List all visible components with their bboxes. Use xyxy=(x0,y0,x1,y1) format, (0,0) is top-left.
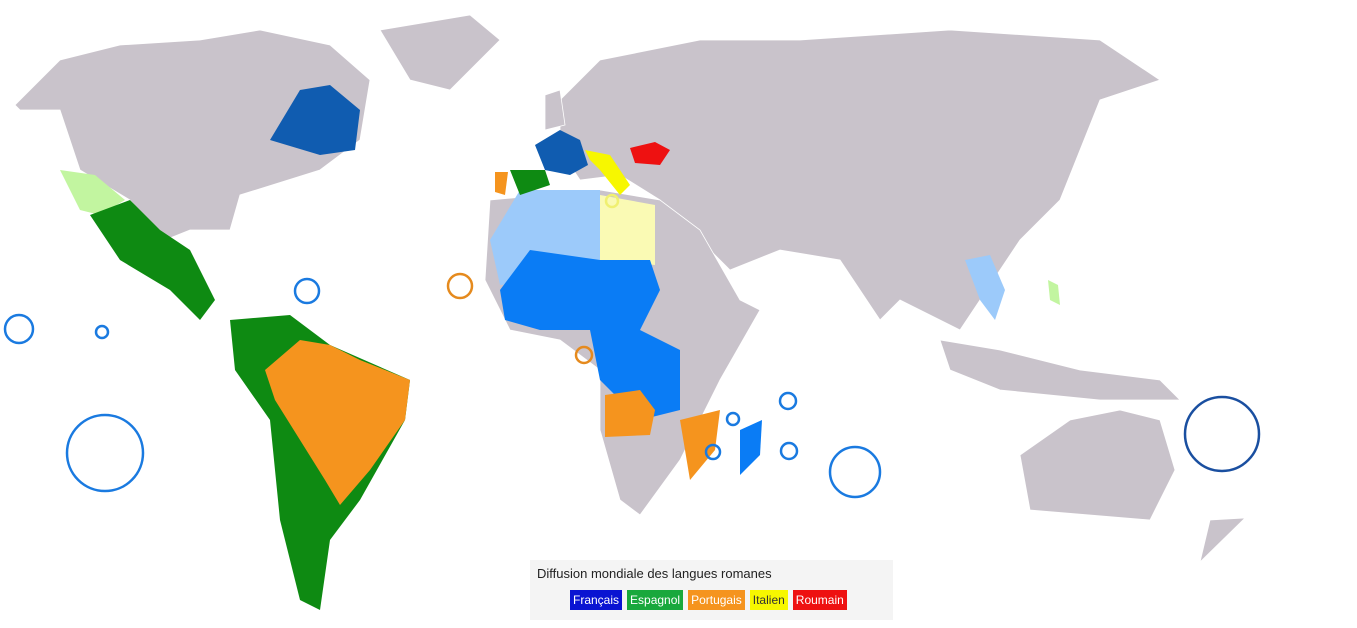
ring xyxy=(725,411,741,427)
philippines xyxy=(1048,280,1060,305)
greenland xyxy=(379,14,501,91)
eurasia xyxy=(559,29,1161,331)
legend-item: Italien xyxy=(749,590,788,610)
ring xyxy=(1183,395,1261,473)
legend: Diffusion mondiale des langues romanes F… xyxy=(530,560,893,620)
italy xyxy=(585,150,630,195)
romania xyxy=(630,142,670,165)
madagascar xyxy=(740,420,762,475)
ring xyxy=(778,391,798,411)
legend-title: Diffusion mondiale des langues romanes xyxy=(537,566,772,581)
legend-items: Français Espagnol Portugais Italien Roumain xyxy=(570,590,847,610)
mexico-central-america xyxy=(90,200,215,320)
ring xyxy=(293,277,321,305)
legend-item: Espagnol xyxy=(627,590,684,610)
ring xyxy=(604,193,620,209)
us-southwest xyxy=(60,170,125,215)
legend-item: Roumain xyxy=(792,590,847,610)
ring xyxy=(3,313,35,345)
indonesia xyxy=(939,339,1181,401)
angola xyxy=(605,390,655,437)
libya xyxy=(600,195,655,265)
ring xyxy=(828,445,882,499)
ring xyxy=(574,345,594,365)
ring xyxy=(704,443,722,461)
ring xyxy=(446,272,474,300)
quebec xyxy=(270,85,360,155)
ring xyxy=(94,324,110,340)
portugal xyxy=(495,172,508,195)
francophone-africa xyxy=(500,250,680,420)
island-markers xyxy=(3,277,1261,499)
legend-item: Français xyxy=(570,590,623,610)
new-zealand xyxy=(1199,517,1247,564)
ring xyxy=(65,413,145,493)
australia xyxy=(1019,409,1176,521)
indochina xyxy=(965,255,1005,320)
spain xyxy=(510,170,550,195)
legend-item: Portugais xyxy=(688,590,745,610)
brazil xyxy=(265,340,410,505)
uk xyxy=(544,89,566,131)
ring xyxy=(779,441,799,461)
north-america xyxy=(14,29,371,241)
france xyxy=(535,130,588,175)
mozambique xyxy=(680,410,720,480)
